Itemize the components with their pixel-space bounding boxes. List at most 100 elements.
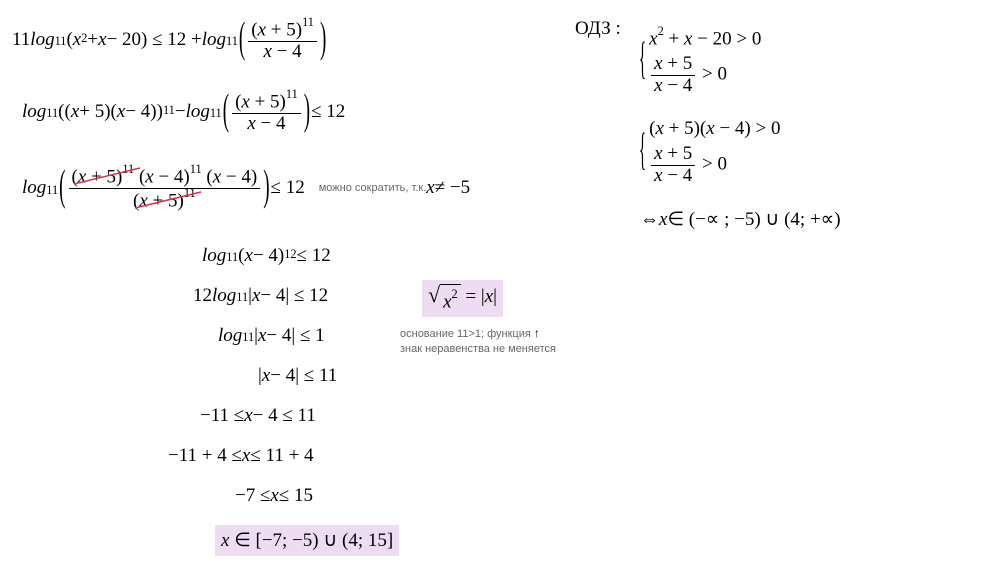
sup: 11 — [163, 103, 175, 118]
t: − 4| ≤ 11 — [270, 365, 337, 387]
x: x — [654, 53, 662, 74]
x: x — [242, 445, 250, 467]
t: −11 + 4 ≤ — [168, 445, 242, 467]
t: − 4) — [253, 245, 284, 267]
t: − 4| ≤ 1 — [266, 325, 324, 347]
fraction: (x + 5)11 (x − 4)11 (x − 4) (x + 5)11 — [69, 165, 261, 212]
highlight: √ x2 = |x| — [422, 280, 503, 317]
paren-open-icon: ( — [59, 163, 65, 214]
sup: 12 — [284, 247, 296, 262]
sub: 11 — [226, 34, 238, 49]
strike-icon — [133, 189, 203, 211]
t: ≤ 12 — [271, 177, 305, 199]
x: x — [654, 165, 662, 186]
line-1: 11 log 11 ( x 2 + x − 20) ≤ 12 + log 11 … — [12, 18, 327, 62]
t: − 4 — [663, 75, 693, 96]
x: x — [258, 325, 266, 347]
line-2: log11 ((x + 5)(x − 4))11 − log11 ( (x + … — [22, 90, 345, 134]
sub: 11 — [242, 330, 254, 345]
x: x — [426, 177, 434, 199]
t: − 4) — [221, 166, 257, 187]
log: log — [202, 29, 226, 51]
x: x — [485, 286, 493, 307]
strike-icon — [72, 165, 142, 187]
sup: 2 — [81, 31, 87, 46]
fraction: (x + 5)11 x − 4 — [248, 18, 317, 62]
x: x — [649, 28, 657, 49]
line-9: −11 + 4 ≤ x ≤ 11 + 4 — [168, 445, 314, 467]
paren-open-icon: ( — [239, 15, 245, 66]
sub: 11 — [46, 183, 58, 198]
log: log — [212, 285, 236, 307]
line-4: log11 (x − 4)12 ≤ 12 — [202, 245, 331, 267]
log: log — [202, 245, 226, 267]
x: x — [655, 118, 663, 139]
x: x — [264, 41, 272, 62]
log: log — [218, 325, 242, 347]
paren-open-icon: ( — [223, 87, 229, 138]
paren-close-icon: ) — [304, 87, 310, 138]
txt: + — [87, 29, 98, 51]
t: > 0 — [702, 64, 727, 85]
x: x — [654, 75, 662, 96]
t: | — [493, 286, 497, 307]
odz-label: ОДЗ : — [575, 18, 621, 40]
x: x — [654, 143, 662, 164]
radical-icon: √ x2 — [428, 284, 461, 313]
x: x — [706, 118, 714, 139]
line-11-answer: x ∈ [−7; −5) ∪ (4; 15] — [215, 525, 399, 556]
paren-close-icon: ) — [320, 15, 326, 66]
note-text: основание 11>1; функция — [400, 328, 534, 340]
paren-close-icon: ) — [263, 163, 269, 214]
x: x — [247, 113, 255, 134]
x: x — [443, 291, 451, 312]
sup: 11 — [286, 87, 298, 101]
t: − 4| ≤ 12 — [260, 285, 328, 307]
t: + 5)( — [664, 118, 706, 139]
fraction: x + 5 x − 4 — [651, 54, 695, 96]
x: x — [262, 365, 270, 387]
sub: 11 — [46, 106, 58, 121]
sup: 11 — [190, 162, 202, 176]
t: ⇔ — [640, 209, 659, 231]
sqrt-identity: √ x2 = |x| — [422, 280, 503, 317]
t: + 5)( — [79, 101, 117, 123]
txt: 11 — [12, 29, 30, 51]
brace-icon: { — [639, 35, 646, 88]
fraction: x + 5 x − 4 — [651, 144, 695, 186]
t: (( — [58, 101, 71, 123]
t: > 0 — [702, 153, 727, 174]
t: −7 ≤ — [235, 485, 270, 507]
arrow-up-icon: ↑ — [534, 326, 540, 340]
page: 11 log 11 ( x 2 + x − 20) ≤ 12 + log 11 … — [0, 0, 1002, 588]
x: x — [98, 29, 106, 51]
t: − 4 — [272, 41, 302, 62]
t: − 20 > 0 — [692, 28, 761, 49]
x: x — [245, 245, 253, 267]
t: ∈ (−∝ ; −5) ∪ (4; +∝) — [667, 208, 840, 231]
t: 12 — [193, 285, 212, 307]
cancelled-term: (x + 5)11 — [72, 165, 135, 187]
log: log — [22, 101, 46, 123]
t: − 4 — [256, 113, 286, 134]
odz-group-2: { (x + 5)(x − 4) > 0 x + 5 x − 4 > 0 — [638, 118, 780, 186]
line-5: 12log11 |x − 4| ≤ 12 — [193, 285, 328, 307]
x: x — [117, 101, 125, 123]
x: x — [71, 101, 79, 123]
sub: 11 — [236, 290, 248, 305]
x: x — [659, 209, 667, 231]
x: x — [145, 166, 153, 187]
sup: 2 — [452, 287, 458, 301]
t: + 5 — [663, 53, 693, 74]
odz-answer: ⇔ x ∈ (−∝ ; −5) ∪ (4; +∝) — [640, 208, 841, 231]
t: ≠ −5 — [435, 177, 470, 199]
x: x — [258, 19, 266, 40]
t: + — [664, 28, 684, 49]
t: ∈ [−7; −5) ∪ (4; 15] — [229, 530, 393, 551]
line-6: log11 |x − 4| ≤ 1 — [218, 325, 325, 347]
t: ОДЗ : — [575, 18, 621, 40]
sup: 11 — [302, 15, 314, 29]
brace-icon: { — [639, 126, 646, 179]
t: − 4)) — [125, 101, 163, 123]
line-7: |x − 4| ≤ 11 — [258, 365, 337, 387]
